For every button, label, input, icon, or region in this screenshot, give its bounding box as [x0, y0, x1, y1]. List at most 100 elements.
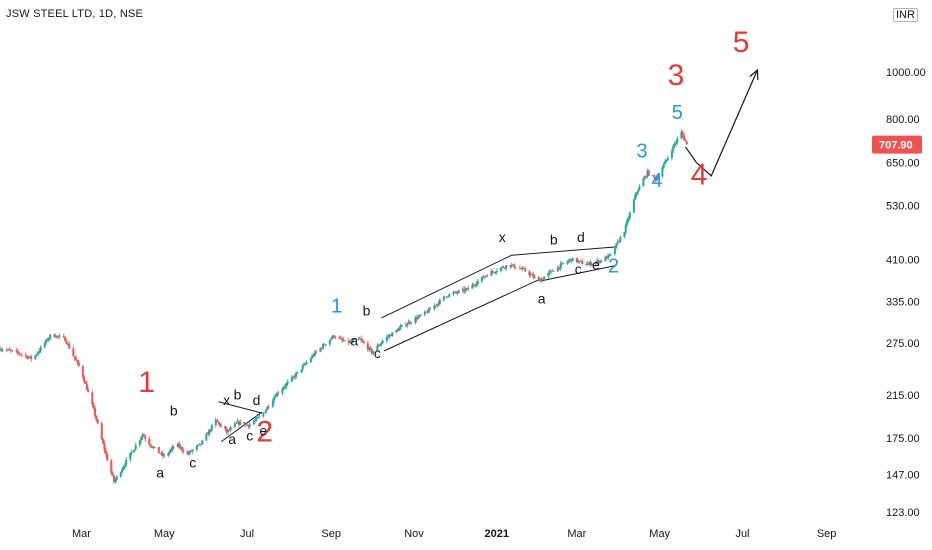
wave-label: c: [374, 345, 381, 361]
candle-body: [0, 349, 3, 351]
candle-body: [216, 419, 219, 422]
wave-label: 2: [256, 416, 273, 449]
y-tick-label: 175.00: [886, 433, 920, 445]
candle-body: [550, 270, 553, 272]
candle-body: [590, 263, 593, 266]
candle-body: [313, 351, 316, 356]
candle-body: [362, 341, 365, 344]
candle-body: [476, 281, 479, 285]
candle-body: [357, 338, 360, 340]
candle-body: [199, 443, 202, 445]
last-price-value: 707.90: [879, 140, 913, 152]
wave-label: d: [253, 392, 261, 408]
candle-body: [218, 423, 221, 426]
candle-body: [246, 424, 249, 426]
wave-label: 5: [672, 102, 683, 124]
candle-body: [43, 342, 46, 347]
candle-body: [446, 296, 449, 298]
candle-body: [414, 317, 417, 323]
candle-body: [119, 472, 122, 477]
candle-body: [647, 170, 650, 176]
candle-body: [39, 346, 42, 352]
candle-body: [456, 292, 459, 294]
candle-body: [442, 296, 445, 300]
candle-body: [301, 365, 304, 370]
candle-body: [524, 268, 527, 272]
candle-body: [578, 260, 581, 262]
candle-body: [95, 415, 98, 421]
candle-body: [16, 350, 19, 353]
candle-body: [102, 439, 105, 444]
candle-body: [286, 381, 289, 384]
candle-body: [125, 459, 128, 466]
candle-body: [577, 260, 580, 263]
candle-body: [501, 266, 504, 268]
trendline: [541, 264, 617, 282]
candle-body: [634, 194, 637, 200]
wave-label: 1: [331, 296, 342, 318]
candle-body: [585, 264, 588, 266]
candle-body: [434, 305, 437, 307]
candle-body: [65, 341, 68, 344]
wave-label: x: [223, 392, 230, 408]
candle-body: [514, 267, 517, 269]
candle-body: [54, 336, 57, 338]
candle-body: [309, 358, 312, 363]
candle-body: [537, 276, 540, 280]
candle-body: [509, 265, 512, 267]
candle-body: [540, 278, 543, 282]
last-price-tag: 707.90: [872, 135, 922, 154]
candle-body: [110, 460, 113, 473]
candle-body: [182, 450, 185, 452]
candle-body: [638, 186, 641, 191]
x-tick-label: 2021: [485, 528, 509, 540]
candle-body: [18, 352, 21, 354]
candle-body: [68, 343, 71, 349]
y-tick-label: 123.00: [886, 507, 920, 519]
candle-body: [160, 452, 163, 454]
candle-body: [471, 284, 474, 289]
candle-body: [423, 311, 426, 315]
x-tick-label: May: [154, 528, 175, 540]
candle-body: [338, 337, 341, 339]
candle-body: [635, 192, 638, 195]
candle-body: [168, 451, 171, 454]
candle-body: [404, 325, 407, 326]
candle-body: [532, 274, 535, 278]
candle-body: [512, 264, 515, 266]
candle-body: [366, 343, 369, 350]
candle-body: [427, 308, 430, 313]
candle-body: [331, 335, 334, 339]
candle-body: [322, 344, 325, 349]
candle-body: [586, 263, 589, 266]
wave-label: a: [156, 464, 164, 480]
candle-body: [151, 446, 154, 448]
candle-body: [627, 218, 630, 221]
candle-body: [111, 472, 114, 476]
candle-body: [617, 241, 620, 243]
candle-body: [347, 340, 350, 344]
candle-body: [655, 177, 658, 181]
candle-body: [191, 449, 194, 452]
candle-body: [400, 325, 403, 327]
candle-body: [680, 131, 683, 139]
wave-label: e: [259, 423, 267, 439]
candle-body: [0, 348, 1, 351]
candle-body: [350, 341, 353, 342]
candle-body: [57, 335, 60, 337]
currency-badge[interactable]: INR: [893, 8, 918, 22]
candle-body: [189, 450, 192, 454]
candle-body: [604, 256, 607, 262]
candle-body: [266, 406, 269, 410]
candle-body: [521, 268, 524, 270]
candle-body: [237, 421, 240, 425]
candle-body: [408, 321, 411, 324]
candle-body: [167, 453, 170, 456]
candle-body: [256, 417, 259, 418]
candle-body: [613, 248, 616, 254]
wave-label: 2: [608, 255, 619, 277]
candle-body: [100, 423, 103, 440]
projection-line: [684, 69, 758, 177]
candle-body: [529, 274, 532, 276]
candle-body: [539, 279, 542, 282]
